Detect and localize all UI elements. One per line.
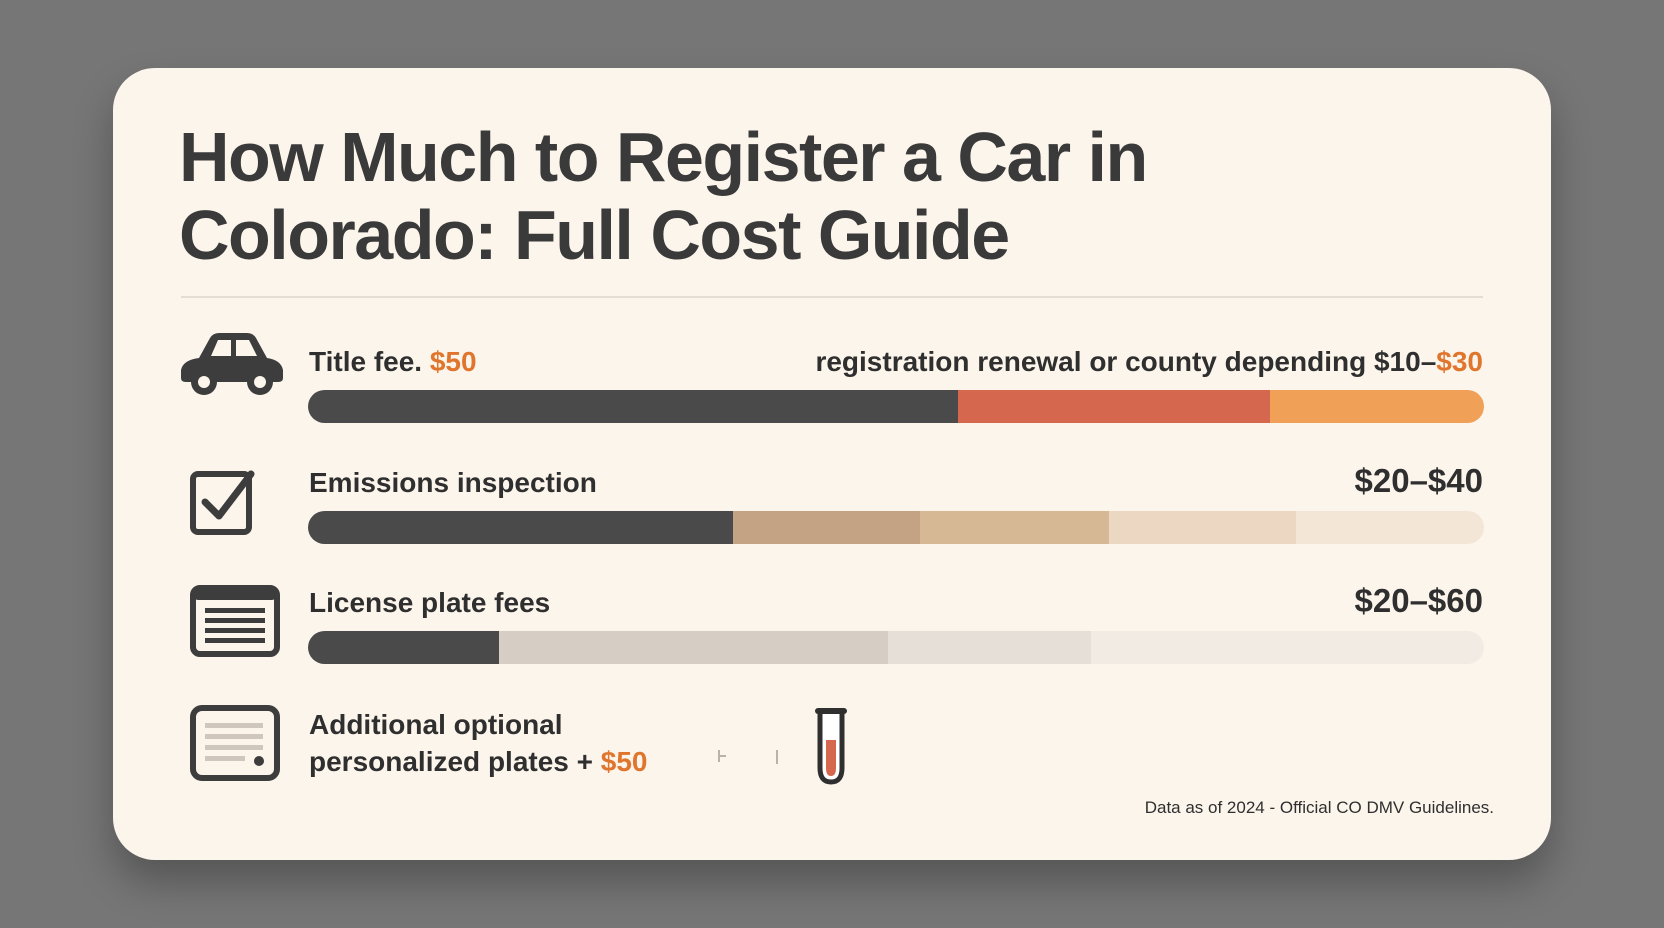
bar-segment-2 xyxy=(732,511,920,544)
license-plate-fees-bar xyxy=(308,631,1484,664)
license-plate-fees-label: License plate fees xyxy=(309,587,551,618)
form-icon xyxy=(189,704,281,782)
registration-renewal-max: $30 xyxy=(1436,346,1483,377)
additional-optional-label: Additional optional personalized plates … xyxy=(309,706,648,780)
title-divider xyxy=(181,296,1483,298)
bar-segment-2 xyxy=(498,631,888,664)
footnote: Data as of 2024 - Official CO DMV Guidel… xyxy=(1144,798,1494,817)
personalized-plates-text: personalized plates + xyxy=(309,746,601,777)
bar-segment-4 xyxy=(1108,511,1296,544)
bar-segment-3 xyxy=(887,631,1092,664)
bar-segment-5 xyxy=(1295,511,1484,544)
title-line-2: Colorado: Full Cost Guide xyxy=(179,196,1010,274)
title-fee-value: $50 xyxy=(429,346,477,377)
registration-renewal-range: registration renewal or county depending… xyxy=(815,345,1483,379)
emissions-inspection-range: $20–$40 xyxy=(1354,462,1483,499)
bar-segment-1 xyxy=(308,631,499,664)
emissions-inspection-label: Emissions inspection xyxy=(309,467,597,498)
bar-segment-2 xyxy=(958,390,1270,423)
personalized-plates-value: $50 xyxy=(600,746,648,777)
test-tube-icon xyxy=(811,706,851,791)
bar-segment-3 xyxy=(919,511,1109,544)
tick-marks xyxy=(718,748,788,773)
additional-optional-line1: Additional optional xyxy=(309,709,563,740)
car-icon xyxy=(177,330,287,398)
bar-segment-4 xyxy=(1091,631,1484,664)
bar-segment-1 xyxy=(308,511,733,544)
bar-segment-3 xyxy=(1269,390,1484,423)
title-fee-label: Title fee. $50 xyxy=(309,345,477,379)
title-fee-bar xyxy=(308,390,1484,423)
registration-renewal-min: $10– xyxy=(1373,346,1437,377)
title-line-1: How Much to Register a Car in xyxy=(179,118,1148,196)
registration-renewal-text: registration renewal or county depending xyxy=(815,346,1374,377)
license-plate-fees-range: $20–$60 xyxy=(1354,582,1483,619)
checkbox-icon xyxy=(189,464,261,536)
title-fee-text: Title fee. xyxy=(309,346,430,377)
emissions-inspection-bar xyxy=(308,511,1484,544)
document-list-icon xyxy=(189,584,281,658)
page-title: How Much to Register a Car in Colorado: … xyxy=(179,118,1279,274)
infographic-card: How Much to Register a Car in Colorado: … xyxy=(113,68,1551,860)
bar-segment-1 xyxy=(308,390,959,423)
